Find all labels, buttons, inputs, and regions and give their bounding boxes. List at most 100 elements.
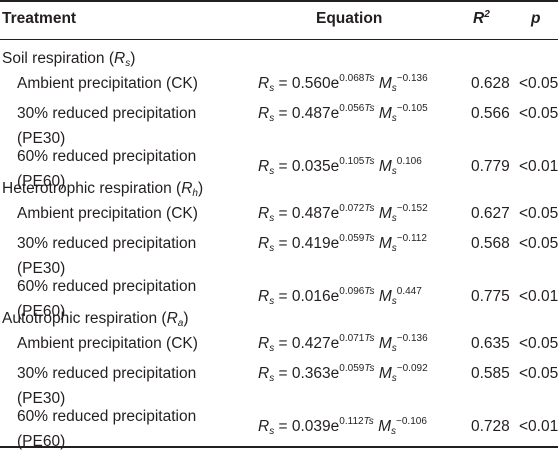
r-squared-cell: 0.568 — [471, 235, 510, 252]
group-label: Soil respiration (Rs) — [2, 50, 136, 69]
equation-m-exp: 0.106 — [396, 156, 422, 167]
equation-exp-coef: 0.068 — [339, 73, 365, 84]
p-value-cell: <0.05 — [519, 335, 558, 352]
equation-exponent: 0.056Ts — [339, 103, 374, 114]
equation-exp-coef: 0.071 — [339, 333, 365, 344]
equation-cell: Rs = 0.016e0.096Ts Ms0.447 — [258, 286, 422, 307]
equation-equals: = — [274, 205, 292, 222]
equation-lhs-sub: s — [269, 166, 275, 177]
equation-base: e — [330, 288, 340, 305]
equation-m-sub: s — [391, 296, 397, 307]
equation-equals: = — [274, 288, 292, 305]
equation-cell: Rs = 0.363e0.059Ts Ms−0.092 — [258, 363, 428, 384]
equation-lhs-var: R — [258, 288, 270, 305]
equation-base: e — [330, 418, 340, 435]
treatment-cell: 30% reduced precipitation (PE30) — [17, 235, 197, 277]
r-squared-cell: 0.728 — [471, 418, 510, 435]
equation-exp-coef: 0.059 — [339, 233, 365, 244]
group-label: Heterotrophic respiration (Rh) — [2, 180, 204, 199]
equation-lhs-sub: s — [269, 373, 275, 384]
p-value-cell: <0.01 — [519, 288, 558, 305]
equation-ts-var: Ts — [364, 333, 375, 344]
equation-exponent: 0.096Ts — [339, 286, 374, 297]
equation-ts-var: Ts — [364, 233, 375, 244]
equation-base: e — [330, 235, 340, 252]
equation-equals: = — [274, 75, 292, 92]
equation-equals: = — [274, 235, 292, 252]
equation-m-var: M — [378, 418, 392, 435]
equation-lhs-sub: s — [269, 213, 275, 224]
equation-base: e — [330, 205, 340, 222]
bottom-rule — [0, 446, 558, 448]
equation-ts-var: Ts — [364, 73, 375, 84]
equation-cell: Rs = 0.039e0.112Ts Ms−0.106 — [258, 416, 427, 437]
equation-coef: 0.427 — [291, 335, 331, 352]
equation-lhs-var: R — [258, 105, 270, 122]
equation-lhs-sub: s — [269, 426, 275, 437]
equation-lhs-sub: s — [269, 343, 275, 354]
equation-ts-var: Ts — [364, 156, 375, 167]
equation-m-var: M — [378, 75, 392, 92]
equation-exponent: 0.112Ts — [339, 416, 374, 427]
header-treatment: Treatment — [2, 10, 77, 27]
equation-cell: Rs = 0.560e0.068Ts Ms−0.136 — [258, 73, 428, 94]
equation-lhs-sub: s — [269, 83, 275, 94]
equation-m-var: M — [378, 205, 392, 222]
equation-lhs-var: R — [258, 158, 270, 175]
treatment-cell: Ambient precipitation (CK) — [17, 335, 198, 352]
p-value-cell: <0.05 — [519, 205, 558, 222]
equation-ts-var: Ts — [364, 286, 375, 297]
header-r2-base: R — [473, 10, 485, 27]
equation-lhs-var: R — [258, 335, 270, 352]
header-rule — [0, 39, 558, 40]
equation-cell: Rs = 0.035e0.105Ts Ms0.106 — [258, 156, 422, 177]
group-label-sub: a — [177, 318, 184, 329]
group-label-var: R — [114, 50, 126, 67]
equation-cell: Rs = 0.427e0.071Ts Ms−0.136 — [258, 333, 428, 354]
equation-equals: = — [274, 335, 292, 352]
equation-lhs-sub: s — [269, 296, 275, 307]
equation-exp-coef: 0.096 — [339, 286, 365, 297]
equation-m-var: M — [378, 365, 392, 382]
equation-m-sub: s — [391, 426, 397, 437]
equation-m-exp: −0.105 — [396, 103, 428, 114]
group-label-sub: h — [192, 188, 198, 199]
equation-coef: 0.419 — [291, 235, 331, 252]
equation-coef: 0.039 — [291, 418, 331, 435]
equation-base: e — [330, 335, 340, 352]
equation-exp-coef: 0.105 — [339, 156, 365, 167]
equation-lhs-var: R — [258, 205, 270, 222]
equation-m-sub: s — [391, 343, 397, 354]
treatment-cell: 60% reduced precipitation (PE60) — [17, 408, 197, 450]
p-value-cell: <0.05 — [519, 365, 558, 382]
equation-exponent: 0.071Ts — [339, 333, 374, 344]
equation-exponent: 0.072Ts — [339, 203, 374, 214]
p-value-cell: <0.05 — [519, 75, 558, 92]
equation-base: e — [330, 75, 340, 92]
equation-equals: = — [274, 418, 292, 435]
treatment-cell: 30% reduced precipitation (PE30) — [17, 105, 197, 147]
equation-m-sub: s — [391, 243, 397, 254]
equation-m-exp: −0.092 — [396, 363, 428, 374]
header-r-squared: R2 — [473, 10, 490, 28]
equation-m-sub: s — [391, 213, 397, 224]
equation-m-sub: s — [391, 113, 397, 124]
equation-coef: 0.363 — [291, 365, 331, 382]
equation-lhs-var: R — [258, 75, 270, 92]
equation-m-exp: −0.136 — [396, 333, 428, 344]
header-r2-sup: 2 — [484, 9, 490, 20]
equation-m-exp: −0.112 — [396, 233, 427, 244]
equation-coef: 0.487 — [291, 105, 331, 122]
equation-coef: 0.560 — [291, 75, 331, 92]
group-label-var: R — [166, 310, 178, 327]
equation-m-var: M — [378, 105, 392, 122]
equation-ts-var: Ts — [364, 363, 375, 374]
r-squared-cell: 0.635 — [471, 335, 510, 352]
equation-m-var: M — [378, 235, 392, 252]
equation-exp-coef: 0.056 — [339, 103, 365, 114]
r-squared-cell: 0.779 — [471, 158, 510, 175]
treatment-cell: 60% reduced precipitation (PE60) — [17, 148, 197, 190]
equation-base: e — [330, 105, 340, 122]
equation-m-sub: s — [391, 166, 397, 177]
